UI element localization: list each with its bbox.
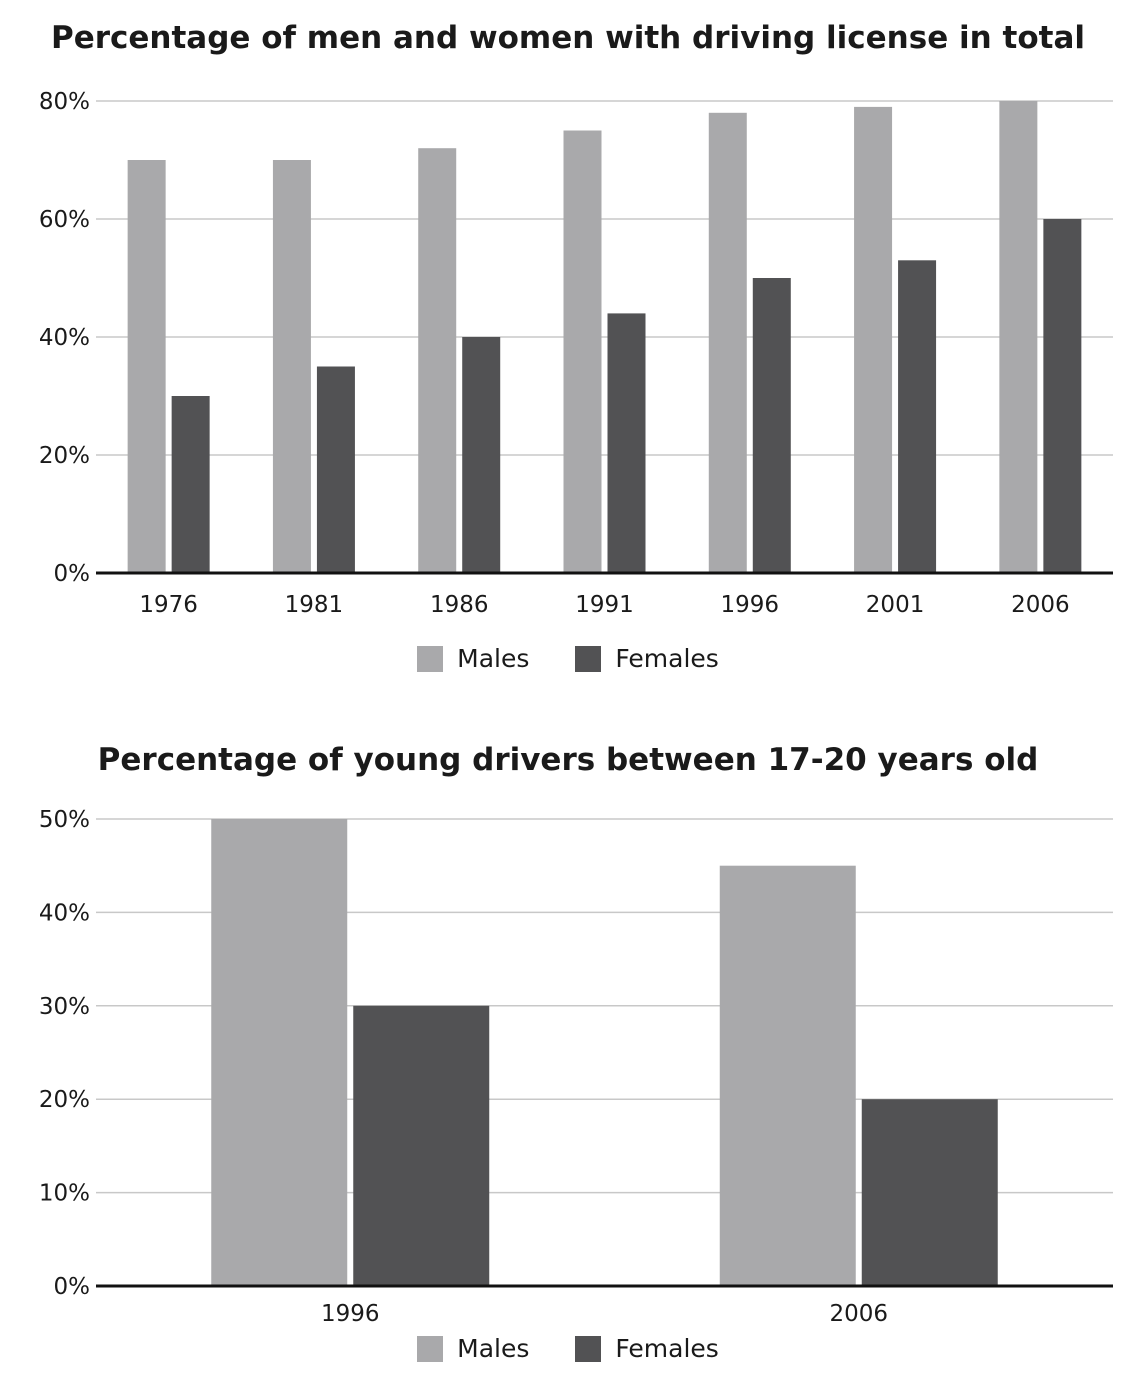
x-tick-label: 1976 — [139, 592, 198, 618]
bar-females-2006 — [861, 1099, 998, 1286]
x-tick-label: 2001 — [866, 592, 925, 618]
legend-item-males: Males — [417, 644, 529, 673]
legend-label-males: Males — [457, 644, 530, 673]
bar-males-1991 — [563, 130, 602, 573]
legend-swatch-males — [417, 645, 444, 672]
bar-males-2006 — [999, 101, 1038, 573]
bar-males-1996 — [211, 819, 348, 1286]
y-tick-label: 20% — [39, 1087, 90, 1113]
y-tick-label: 60% — [39, 207, 90, 233]
y-tick-label: 80% — [39, 89, 90, 115]
bar-females-1976 — [171, 396, 210, 573]
y-tick-label: 10% — [39, 1181, 90, 1207]
bar-males-1981 — [272, 160, 311, 573]
x-tick-label: 1991 — [575, 592, 634, 618]
legend: Males Females — [0, 1334, 1136, 1363]
legend-label-females: Females — [615, 644, 719, 673]
bar-females-2006 — [1043, 219, 1082, 573]
y-tick-label: 40% — [39, 900, 90, 926]
bar-males-2001 — [854, 106, 893, 574]
legend-label-males: Males — [457, 1334, 530, 1363]
legend-swatch-females — [575, 1335, 602, 1362]
x-tick-label: 1996 — [321, 1301, 380, 1327]
chart-title: Percentage of men and women with driving… — [50, 20, 1085, 56]
legend: Males Females — [0, 644, 1136, 673]
young-drivers-chart: Percentage of young drivers between 17-2… — [0, 720, 1136, 1384]
x-tick-label: 2006 — [829, 1301, 888, 1327]
legend-swatch-males — [417, 1335, 444, 1362]
bar-males-2006 — [719, 865, 856, 1286]
y-tick-label: 20% — [39, 443, 90, 469]
y-tick-label: 0% — [54, 1274, 91, 1300]
y-tick-label: 0% — [54, 561, 91, 587]
driving-license-total-chart: Percentage of men and women with driving… — [0, 0, 1136, 690]
legend-swatch-females — [575, 645, 602, 672]
legend-item-females: Females — [575, 644, 719, 673]
bar-males-1986 — [418, 148, 457, 573]
bar-females-1981 — [316, 366, 355, 573]
x-tick-label: 1981 — [285, 592, 344, 618]
chart-plot-area: 0% 10% 20% 30% 40% 50% 1996 2006 — [39, 807, 1113, 1327]
legend-label-females: Females — [615, 1334, 719, 1363]
bar-males-1976 — [127, 160, 166, 573]
x-tick-label: 1986 — [430, 592, 489, 618]
chart-title: Percentage of young drivers between 17-2… — [97, 742, 1039, 778]
legend-item-females: Females — [575, 1334, 719, 1363]
bar-females-1986 — [462, 337, 501, 573]
x-tick-label: 2006 — [1011, 592, 1070, 618]
bar-females-1996 — [353, 1005, 490, 1286]
bar-females-2001 — [898, 260, 937, 573]
y-tick-label: 30% — [39, 994, 90, 1020]
x-tick-label: 1996 — [721, 592, 780, 618]
bar-females-1991 — [607, 313, 646, 573]
y-tick-label: 40% — [39, 325, 90, 351]
bar-females-1996 — [752, 278, 791, 573]
bar-males-1996 — [708, 112, 747, 574]
y-tick-label: 50% — [39, 807, 90, 833]
chart-plot-area: 0% 20% 40% 60% 80% 1976 1981 1986 1991 1996 2001 20… — [39, 89, 1113, 618]
legend-item-males: Males — [417, 1334, 529, 1363]
